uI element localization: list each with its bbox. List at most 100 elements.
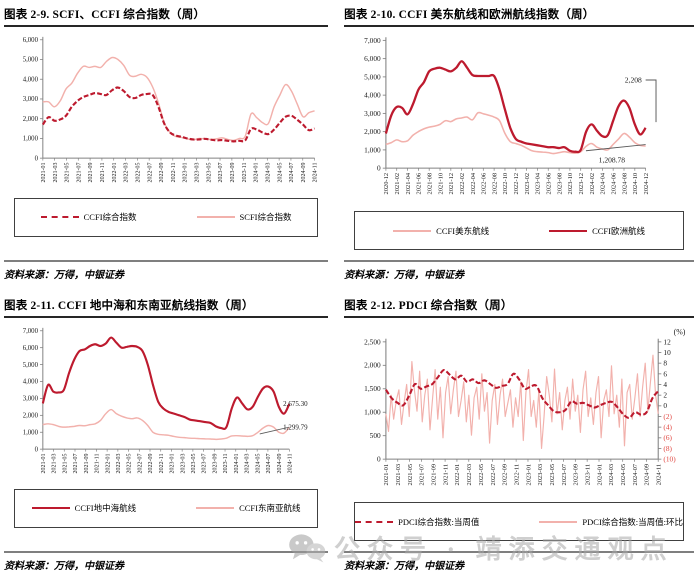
svg-text:2024-11: 2024-11 [287,454,293,474]
legend-swatch-line [355,520,394,523]
svg-text:2022-07: 2022-07 [137,454,143,474]
svg-text:2024-05: 2024-05 [620,464,627,486]
figure-title: 图表 2-12. PDCI 综合指数（周） [344,294,694,318]
svg-text:5,000: 5,000 [364,72,381,81]
svg-text:2023-10: 2023-10 [567,173,574,195]
svg-text:2022-05: 2022-05 [478,464,485,486]
panel-fig-2-11: 图表 2-11. CCFI 地中海和东南亚航线指数（周） 0 1,000 2,000… [4,294,329,575]
svg-text:2,000: 2,000 [23,413,39,420]
svg-text:2022-03: 2022-03 [124,163,130,183]
svg-text:(8): (8) [664,444,673,453]
figure-title: 图表 2-11. CCFI 地中海和东南亚航线指数（周） [4,294,329,318]
svg-text:2021-01: 2021-01 [41,454,47,474]
svg-text:2024-07: 2024-07 [266,454,272,474]
svg-text:2022-12: 2022-12 [513,173,520,195]
legend-swatch-line [539,520,578,523]
legend: PDCI综合指数:当周值 PDCI综合指数:当周值:环比 [354,502,684,542]
svg-text:2023-09: 2023-09 [212,454,218,474]
svg-text:6,000: 6,000 [23,37,39,44]
svg-text:2024-06: 2024-06 [611,172,618,194]
legend-label: CCFI美东航线 [436,225,490,236]
svg-text:2024-03: 2024-03 [265,163,271,183]
chart-area: 0 1,000 2,000 3,000 4,000 5,000 6,000 7,000 2021… [4,323,328,488]
svg-text:2021-11: 2021-11 [443,464,450,485]
svg-text:1,000: 1,000 [23,136,39,143]
svg-text:1,299.79: 1,299.79 [283,423,308,431]
svg-text:2022-11: 2022-11 [159,454,165,474]
svg-text:2024-05: 2024-05 [255,454,261,474]
figure-title: 图表 2-10. CCFI 美东航线和欧洲航线指数（周） [344,3,694,27]
svg-text:2021-03: 2021-03 [53,163,59,183]
legend-swatch-line [549,229,588,232]
svg-text:2022-10: 2022-10 [502,173,509,195]
svg-text:2021-09: 2021-09 [88,163,94,183]
svg-text:2023-04: 2023-04 [535,172,542,194]
svg-text:2021-05: 2021-05 [407,464,414,486]
svg-text:4,000: 4,000 [23,379,39,386]
svg-text:2021-10: 2021-10 [437,173,444,195]
svg-text:2022-11: 2022-11 [171,163,177,183]
svg-text:2023-07: 2023-07 [561,463,568,485]
svg-text:2021-09: 2021-09 [431,464,438,486]
svg-text:0: 0 [35,446,39,453]
svg-text:7,000: 7,000 [364,36,381,45]
svg-text:2023-03: 2023-03 [195,163,201,183]
legend-label: PDCI综合指数:当周值 [398,516,480,527]
legend-label: CCFI欧洲航线 [592,225,645,236]
svg-text:2024-01: 2024-01 [254,163,260,183]
svg-text:2023-11: 2023-11 [585,464,592,485]
legend-label: CCFI综合指数 [83,212,137,223]
svg-text:2021-08: 2021-08 [427,173,434,195]
line-chart-ccfi-med-sea: 0 1,000 2,000 3,000 4,000 5,000 6,000 7,000 2021… [23,327,308,474]
svg-text:(%): (%) [674,328,686,337]
svg-text:2,000: 2,000 [23,116,39,123]
svg-text:(4): (4) [664,423,673,432]
svg-text:5,000: 5,000 [23,57,39,64]
legend-item: PDCI综合指数:当周值:环比 [539,516,683,528]
svg-text:2022-09: 2022-09 [148,454,154,474]
legend: CCFI综合指数 SCFI综合指数 [14,197,319,237]
svg-text:2021-01: 2021-01 [41,163,47,183]
legend: CCFI地中海航线 CCFI东南亚航线 [14,488,319,528]
svg-text:2023-01: 2023-01 [183,163,189,183]
svg-text:2023-09: 2023-09 [573,464,580,486]
svg-text:3,000: 3,000 [23,96,39,103]
svg-text:2: 2 [664,391,668,400]
svg-text:2024-11: 2024-11 [313,163,319,183]
svg-text:2024-03: 2024-03 [608,464,615,486]
source-note: 资料来源：万得，中银证券 [344,551,694,575]
svg-text:4,000: 4,000 [364,91,381,100]
svg-text:1,000: 1,000 [364,408,381,417]
svg-text:2024-12: 2024-12 [643,173,650,195]
svg-text:2022-07: 2022-07 [147,163,153,183]
svg-text:2023-02: 2023-02 [524,173,531,195]
svg-text:3,000: 3,000 [23,396,39,403]
svg-text:2,675.30: 2,675.30 [283,400,308,408]
svg-text:2021-12: 2021-12 [448,173,455,195]
svg-text:0: 0 [664,401,668,410]
svg-text:2022-05: 2022-05 [135,163,141,183]
legend-item: CCFI地中海航线 [31,502,136,514]
svg-text:2021-05: 2021-05 [62,454,68,474]
chart-area: 0 1,000 2,000 3,000 4,000 5,000 6,000 7,000 2020… [344,32,694,210]
legend-swatch-line [393,229,432,232]
svg-text:6: 6 [664,369,668,378]
legend-label: CCFI东南亚航线 [239,503,301,514]
legend-swatch-line [196,216,235,219]
svg-text:2022-08: 2022-08 [492,173,499,195]
svg-text:2023-01: 2023-01 [170,454,176,474]
legend: CCFI美东航线 CCFI欧洲航线 [354,211,684,251]
svg-text:2021-01: 2021-01 [383,464,390,486]
svg-text:2023-05: 2023-05 [549,464,556,486]
svg-text:2021-11: 2021-11 [95,454,101,474]
svg-text:2024-09: 2024-09 [277,454,283,474]
panel-fig-2-10: 图表 2-10. CCFI 美东航线和欧洲航线指数（周） 0 1,000 2,000… [344,3,694,284]
svg-text:2021-02: 2021-02 [394,173,401,195]
svg-text:1,208.78: 1,208.78 [599,156,626,165]
svg-text:2023-09: 2023-09 [230,163,236,183]
legend-label: SCFI综合指数 [239,212,292,223]
svg-text:2023-05: 2023-05 [206,163,212,183]
svg-text:2024-01: 2024-01 [596,464,603,486]
svg-text:2022-11: 2022-11 [514,464,521,485]
